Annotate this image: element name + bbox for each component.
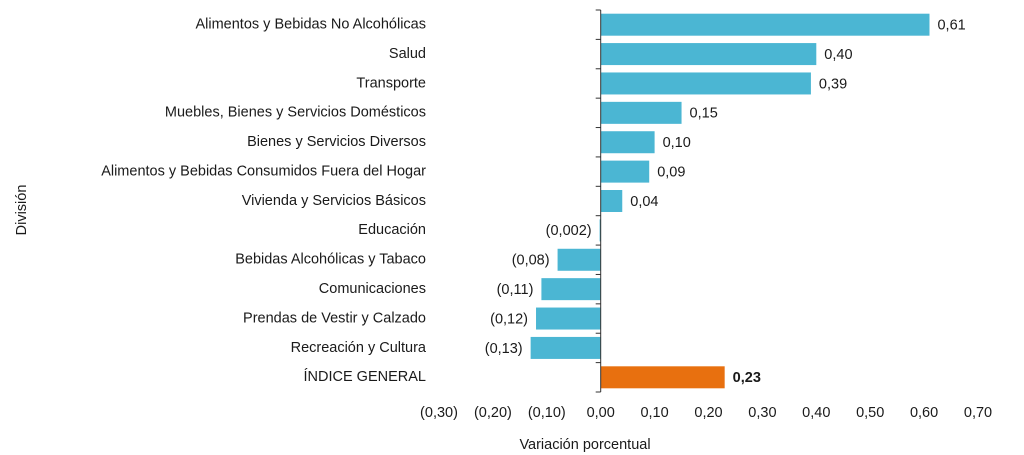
bar bbox=[541, 278, 601, 301]
x-tick-label: (0,30) bbox=[420, 405, 458, 421]
y-tick-label: Comunicaciones bbox=[319, 281, 426, 297]
bar bbox=[530, 336, 601, 359]
bar bbox=[600, 72, 811, 95]
x-tick-label: (0,10) bbox=[528, 405, 566, 421]
x-tick-label: 0,40 bbox=[802, 405, 830, 421]
y-tick-label: Vivienda y Servicios Básicos bbox=[242, 193, 426, 209]
value-label: (0,08) bbox=[512, 253, 550, 269]
y-tick-label: Recreación y Cultura bbox=[291, 340, 427, 356]
bar bbox=[536, 307, 601, 330]
y-tick-label: Transporte bbox=[356, 75, 426, 91]
y-tick-label: Prendas de Vestir y Calzado bbox=[243, 310, 426, 326]
bar bbox=[600, 366, 725, 389]
value-label: 0,23 bbox=[733, 370, 761, 386]
bar bbox=[600, 160, 650, 183]
bar bbox=[557, 248, 601, 271]
x-tick-label: 0,30 bbox=[748, 405, 776, 421]
value-label: (0,11) bbox=[497, 282, 534, 298]
y-tick-label: Bebidas Alcohólicas y Tabaco bbox=[235, 252, 426, 268]
value-label: 0,61 bbox=[937, 18, 965, 34]
x-tick-label: (0,20) bbox=[474, 405, 512, 421]
y-tick-label: Alimentos y Bebidas No Alcohólicas bbox=[195, 17, 426, 33]
bar bbox=[600, 101, 682, 124]
x-tick-label: 0,20 bbox=[694, 405, 722, 421]
bar bbox=[600, 43, 817, 66]
bar bbox=[600, 131, 655, 154]
bar bbox=[599, 219, 601, 242]
value-label: (0,13) bbox=[485, 341, 523, 357]
x-tick-label: 0,00 bbox=[587, 405, 615, 421]
x-axis-label: Variación porcentual bbox=[519, 437, 650, 453]
y-tick-label: Educación bbox=[358, 222, 426, 238]
value-label: (0,12) bbox=[490, 311, 528, 327]
value-label: 0,10 bbox=[663, 135, 691, 151]
x-tick-label: 0,50 bbox=[856, 405, 884, 421]
y-tick-label: Bienes y Servicios Diversos bbox=[247, 134, 426, 150]
y-tick-label: ÍNDICE GENERAL bbox=[304, 368, 426, 385]
x-tick-label: 0,70 bbox=[964, 405, 992, 421]
y-tick-label: Salud bbox=[389, 46, 426, 62]
value-label: 0,39 bbox=[819, 76, 847, 92]
value-label: 0,04 bbox=[630, 194, 658, 210]
x-tick-label: 0,10 bbox=[640, 405, 668, 421]
y-axis-label: División bbox=[14, 185, 30, 236]
y-tick-label: Muebles, Bienes y Servicios Domésticos bbox=[165, 105, 426, 121]
value-label: 0,15 bbox=[690, 106, 718, 122]
x-tick-label: 0,60 bbox=[910, 405, 938, 421]
bar bbox=[600, 190, 623, 212]
value-label: (0,002) bbox=[546, 223, 592, 239]
value-label: 0,40 bbox=[824, 47, 852, 63]
bar bbox=[600, 13, 930, 36]
value-label: 0,09 bbox=[657, 164, 685, 180]
y-tick-label: Alimentos y Bebidas Consumidos Fuera del… bbox=[101, 163, 426, 179]
